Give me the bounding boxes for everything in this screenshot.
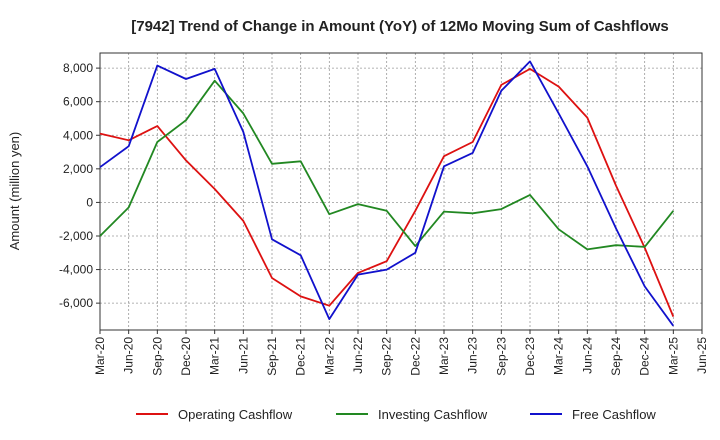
x-tick-label: Mar-25 [666,337,680,375]
x-tick-label: Jun-21 [236,337,250,374]
x-tick-label: Sep-24 [609,337,623,376]
y-tick-label: 6,000 [63,95,93,109]
x-tick-label: Mar-20 [93,337,107,375]
x-axis: Mar-20 Jun-20 Sep-20 Dec-20 Mar-21 Jun-21 Sep-… [93,330,709,376]
series-line-free-cashflow [99,60,675,327]
legend-label: Free Cashflow [572,407,656,422]
y-axis-label: Amount (million yen) [7,132,22,251]
y-axis: -6,000 -4,000 -2,000 0 2,000 4,000 6,000 8,000 [59,61,100,310]
x-tick-label: Jun-24 [580,337,594,374]
y-tick-label: 4,000 [63,128,93,142]
x-tick-label: Sep-21 [265,337,279,376]
x-tick-label: Mar-22 [322,337,336,375]
x-tick-label: Jun-25 [695,337,709,374]
x-tick-label: Mar-24 [552,337,566,375]
legend: Operating Cashflow Investing Cashflow Free… [136,407,656,422]
y-tick-label: -2,000 [59,229,93,243]
series-line-operating-cashflow [99,68,675,317]
x-tick-label: Mar-21 [208,337,222,375]
y-tick-label: 8,000 [63,61,93,75]
y-tick-label: -6,000 [59,296,93,310]
x-tick-label: Dec-21 [294,337,308,376]
x-tick-label: Dec-23 [523,337,537,376]
x-tick-label: Sep-20 [150,337,164,376]
legend-label: Operating Cashflow [178,407,293,422]
series-line-investing-cashflow [99,79,675,251]
x-tick-label: Dec-24 [638,337,652,376]
y-tick-label: 0 [86,195,93,209]
x-tick-label: Dec-20 [179,337,193,376]
plot-frame [99,52,703,331]
x-tick-label: Sep-23 [494,337,508,376]
x-tick-label: Dec-22 [408,337,422,376]
legend-label: Investing Cashflow [378,407,488,422]
x-tick-label: Sep-22 [380,337,394,376]
x-tick-label: Jun-22 [351,337,365,374]
x-tick-label: Jun-23 [466,337,480,374]
x-tick-label: Mar-23 [437,337,451,375]
y-tick-label: 2,000 [63,162,93,176]
series-layer [99,60,675,327]
y-tick-label: -4,000 [59,263,93,277]
chart-title: [7942] Trend of Change in Amount (YoY) o… [131,18,669,35]
x-tick-label: Jun-20 [122,337,136,374]
